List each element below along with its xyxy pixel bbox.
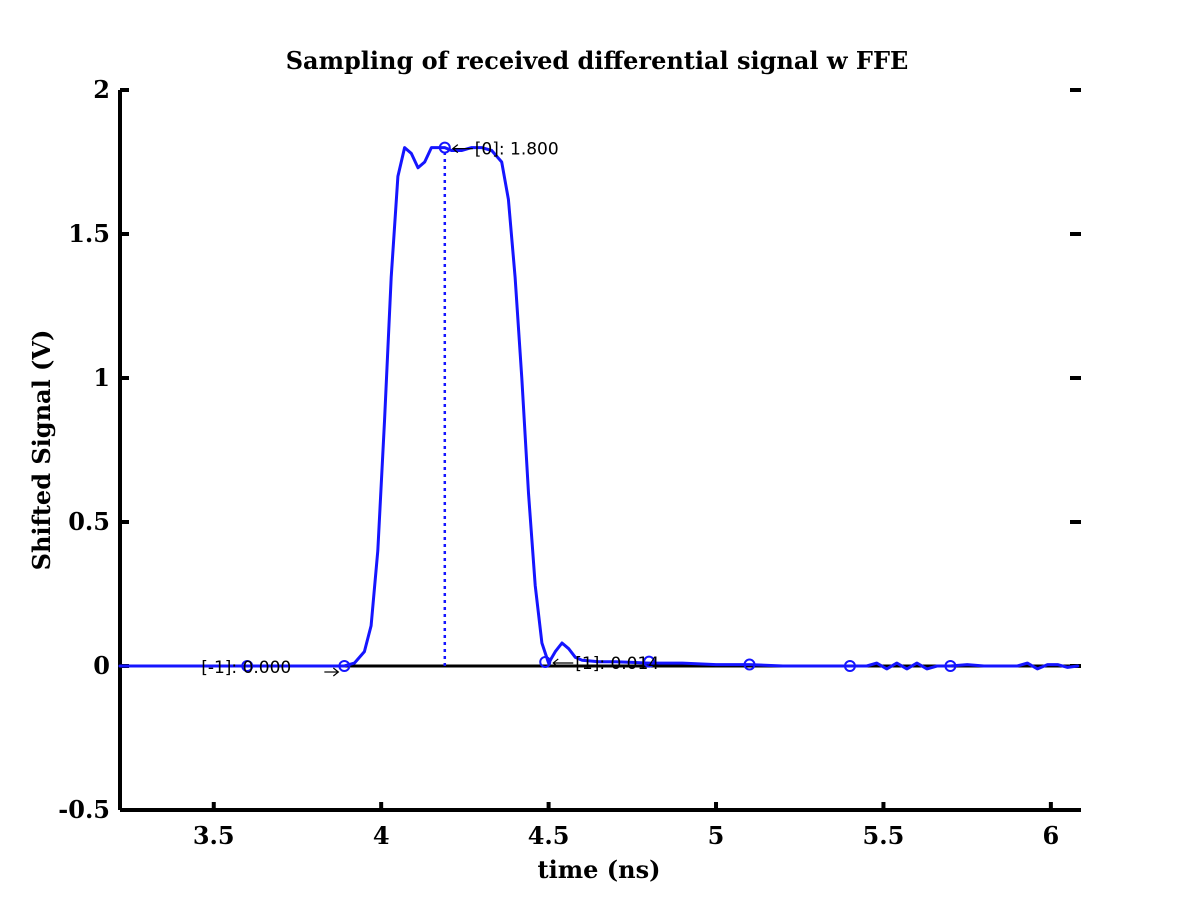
annotation-arrowhead (552, 658, 559, 668)
y-tick-label: 0 (93, 651, 110, 680)
sample-marker (539, 655, 552, 668)
x-axis-label: time (ns) (538, 855, 661, 884)
x-tick-label: 4.5 (528, 821, 570, 850)
y-tick-label: -0.5 (58, 795, 110, 824)
x-tick-label: 5.5 (863, 821, 905, 850)
annotation-arrowhead (332, 667, 340, 677)
x-tick-label: 3.5 (193, 821, 235, 850)
plot-area: 3.5 4 4.5 5 5.5 6 -0.5 0 0.5 1 1.5 2 [0]: 1.800 [-1]:… (58, 75, 1081, 850)
sample-marker (438, 141, 451, 154)
y-axis-label: Shifted Signal (V) (27, 330, 56, 571)
y-tick-label: 1.5 (68, 219, 110, 248)
sample-marker (843, 660, 856, 672)
y-tick-label: 0.5 (68, 507, 110, 536)
x-tick-label: 6 (1043, 821, 1060, 850)
sample-marker (643, 655, 656, 668)
y-tick-label: 1 (93, 363, 110, 392)
annotation-arrowhead (451, 144, 459, 154)
y-tick-label: 2 (93, 75, 110, 104)
x-tick-label: 4 (373, 821, 390, 850)
sample-marker (944, 660, 957, 672)
annotation-label: [-1]: 0.000 (201, 658, 291, 678)
sample-marker (743, 658, 756, 671)
x-tick-label: 5 (708, 821, 725, 850)
sample-marker (338, 660, 351, 672)
signal-line (118, 146, 1080, 671)
annotation-label: [1]: 0.014 (575, 654, 659, 674)
chart-title: Sampling of received differential signal… (286, 46, 909, 75)
sample-marker (241, 660, 254, 672)
annotation-label: [0]: 1.800 (475, 140, 559, 160)
